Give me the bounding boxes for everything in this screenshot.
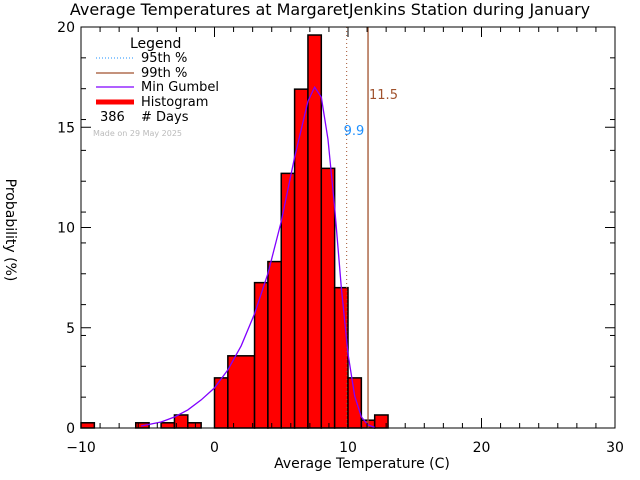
percentile-95-label: 9.9 — [344, 124, 365, 139]
y-axis-label: Probability (%) — [2, 178, 18, 282]
legend-days-label: # Days — [141, 110, 189, 125]
y-tick-label: 0 — [66, 421, 75, 437]
x-tick-label: 0 — [210, 440, 219, 456]
legend-label-3: Histogram — [141, 95, 208, 110]
y-tick-label: 5 — [66, 321, 75, 337]
gumbel-curve — [140, 85, 375, 429]
histogram-bar — [333, 286, 349, 429]
chart-title: Average Temperatures at MargaretJenkins … — [69, 0, 591, 19]
histogram-bar — [227, 355, 256, 429]
histogram-bar — [293, 88, 309, 429]
x-tick-label: 10 — [339, 440, 357, 456]
x-tick-label: 30 — [606, 440, 624, 456]
histogram-bar — [187, 422, 202, 429]
y-tick-label: 20 — [57, 20, 75, 36]
made-on-note: Made on 29 May 2025 — [93, 129, 182, 138]
legend-days-count: 386 — [100, 110, 125, 125]
percentile-99-label: 11.5 — [369, 88, 398, 103]
legend-label-0: 95th % — [141, 51, 187, 66]
y-tick-label: 10 — [57, 221, 75, 237]
histogram-bar — [80, 422, 96, 429]
legend-label-1: 99th % — [141, 66, 187, 81]
x-tick-label: 20 — [473, 440, 491, 456]
histogram-bar — [253, 281, 269, 429]
y-tick-label: 15 — [57, 120, 75, 136]
histogram-bar — [160, 422, 176, 429]
legend-title: Legend — [130, 36, 181, 52]
histogram-bar — [320, 167, 336, 429]
histogram-bar — [347, 377, 363, 429]
x-axis-label: Average Temperature (C) — [274, 456, 450, 472]
legend-label-2: Min Gumbel — [141, 80, 219, 95]
x-tick-label: −10 — [66, 440, 96, 456]
histogram-bar — [267, 260, 282, 429]
